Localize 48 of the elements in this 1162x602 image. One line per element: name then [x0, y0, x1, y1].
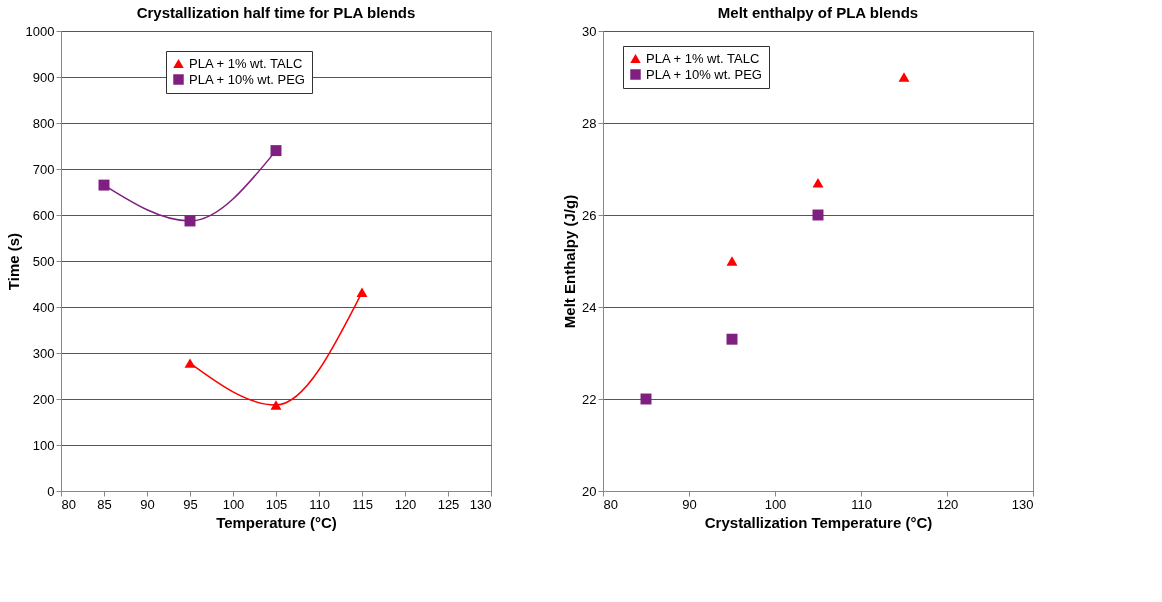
x-tick-label: 90	[682, 496, 697, 512]
y-tick-label: 20	[582, 483, 597, 499]
y-tick-label: 200	[32, 391, 55, 407]
y-tick-label: 900	[32, 69, 55, 85]
y-tick-label: 500	[32, 253, 55, 269]
x-tick-label: 110	[309, 496, 330, 512]
y-tick-label: 22	[582, 391, 597, 407]
y-axis-title: Time (s)	[4, 232, 22, 291]
x-tick-label: 80	[61, 496, 76, 512]
x-tick-label: 110	[851, 496, 872, 512]
chart-title: Crystallization half time for PLA blends	[136, 4, 416, 21]
x-tick-label: 130	[1011, 496, 1034, 512]
y-tick-label: 800	[32, 115, 55, 131]
y-tick-label: 100	[32, 437, 55, 453]
x-tick-label: 120	[394, 496, 417, 512]
y-tick-label: 600	[32, 207, 55, 223]
y-tick-label: 400	[32, 299, 55, 315]
x-tick-label: 100	[764, 496, 787, 512]
legend-label: PLA + 10% wt. PEG	[646, 66, 762, 82]
y-tick-label: 30	[582, 23, 597, 39]
x-tick-label: 125	[437, 496, 460, 512]
x-tick-label: 100	[222, 496, 245, 512]
y-tick-label: 700	[32, 161, 55, 177]
x-tick-label: 95	[183, 496, 198, 512]
y-axis-title: Melt Enthalpy (J/g)	[561, 194, 579, 329]
y-tick-label: 300	[32, 345, 55, 361]
y-tick-label: 28	[582, 115, 597, 131]
x-tick-label: 120	[936, 496, 959, 512]
legend-label: PLA + 10% wt. PEG	[189, 71, 305, 87]
y-tick-label: 1000	[25, 23, 55, 39]
x-tick-label: 85	[97, 496, 112, 512]
x-tick-label: 80	[603, 496, 618, 512]
y-tick-label: 24	[582, 299, 597, 315]
point	[726, 333, 738, 345]
x-tick-label: 130	[469, 496, 492, 512]
legend-label: PLA + 1% wt. TALC	[189, 55, 303, 71]
x-axis-title: Crystallization Temperature (°C)	[704, 513, 933, 531]
x-tick-label: 105	[265, 496, 288, 512]
point	[726, 256, 738, 266]
x-axis-title: Temperature (°C)	[216, 513, 337, 531]
y-tick-label: 26	[582, 207, 597, 223]
x-tick-label: 90	[140, 496, 155, 512]
point	[812, 178, 824, 188]
legend-label: PLA + 1% wt. TALC	[646, 50, 760, 66]
chart-title: Melt enthalpy of PLA blends	[717, 4, 919, 21]
x-tick-label: 115	[352, 496, 373, 512]
y-tick-label: 0	[47, 483, 55, 499]
point	[898, 72, 910, 82]
